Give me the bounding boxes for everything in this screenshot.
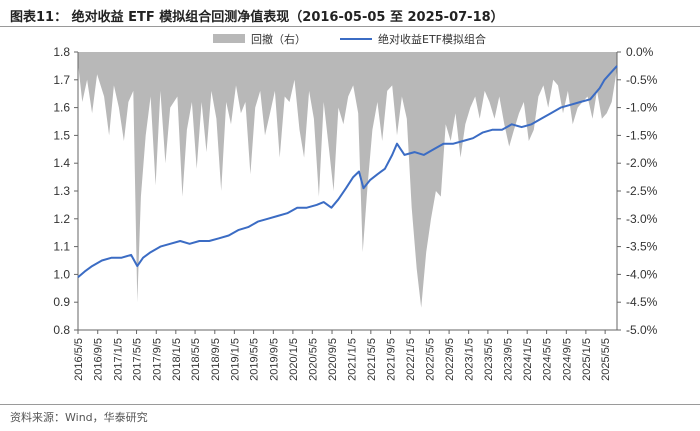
x-tick-label: 2023/5/5 <box>483 338 495 381</box>
left-tick-label: 0.9 <box>53 295 70 309</box>
x-tick-label: 2020/1/5 <box>288 338 300 381</box>
x-tick-label: 2019/5/5 <box>249 338 261 381</box>
left-tick-label: 1.2 <box>53 212 70 226</box>
title-divider <box>0 26 700 27</box>
left-tick-label: 1.3 <box>53 184 70 198</box>
left-tick-label: 1.8 <box>53 45 70 59</box>
x-tick-label: 2021/5/5 <box>366 338 378 381</box>
legend-label-drawdown: 回撤（右） <box>251 32 306 46</box>
right-tick-label: -5.0% <box>626 323 658 337</box>
right-tick-label: -2.5% <box>626 184 658 198</box>
legend-swatch-drawdown <box>213 34 245 43</box>
right-tick-label: 0.0% <box>626 45 654 59</box>
x-tick-label: 2025/1/5 <box>581 338 593 381</box>
x-tick-label: 2025/5/5 <box>600 338 612 381</box>
left-tick-label: 1.0 <box>53 267 70 281</box>
x-tick-label: 2023/1/5 <box>464 338 476 381</box>
nav-line <box>77 65 618 278</box>
x-tick-label: 2022/9/5 <box>444 338 456 381</box>
drawdown-area <box>78 52 617 308</box>
x-tick-label: 2018/9/5 <box>210 338 222 381</box>
x-tick-label: 2022/1/5 <box>405 338 417 381</box>
x-tick-label: 2017/1/5 <box>112 338 124 381</box>
right-tick-label: -0.5% <box>626 73 658 87</box>
nav-line-layer <box>77 65 618 278</box>
left-tick-label: 1.7 <box>53 73 70 87</box>
x-tick-label: 2022/5/5 <box>424 338 436 381</box>
x-tick-label: 2018/1/5 <box>171 338 183 381</box>
x-tick-label: 2019/1/5 <box>229 338 241 381</box>
right-tick-label: -1.5% <box>626 128 658 142</box>
x-tick-label: 2016/5/5 <box>73 338 85 381</box>
legend-label-nav: 绝对收益ETF模拟组合 <box>378 32 486 46</box>
x-tick-label: 2024/9/5 <box>561 338 573 381</box>
right-tick-label: -3.0% <box>626 212 658 226</box>
x-tick-label: 2024/1/5 <box>522 338 534 381</box>
drawdown-area-layer <box>78 52 617 308</box>
right-tick-label: -4.5% <box>626 295 658 309</box>
x-tick-label: 2021/1/5 <box>347 338 359 381</box>
chart-title: 图表11： 绝对收益 ETF 模拟组合回测净值表现（2016-05-05 至 2… <box>10 10 504 25</box>
x-tick-label: 2016/9/5 <box>93 338 105 381</box>
left-tick-label: 1.6 <box>53 101 70 115</box>
x-tick-label: 2018/5/5 <box>190 338 202 381</box>
axes: 0.8 0.9 1.0 1.1 1.2 1.3 1.4 1.5 1.6 1.7 1.8 -5.0% -4… <box>53 45 657 381</box>
x-tick-label: 2021/9/5 <box>386 338 398 381</box>
x-tick-label: 2023/9/5 <box>503 338 515 381</box>
source-note: 资料来源：Wind，华泰研究 <box>10 411 148 424</box>
x-tick-label: 2020/9/5 <box>327 338 339 381</box>
right-tick-label: -1.0% <box>626 101 658 115</box>
left-tick-label: 0.8 <box>53 323 70 337</box>
legend: 回撤（右） 绝对收益ETF模拟组合 <box>213 32 486 46</box>
footer-divider <box>0 404 700 405</box>
x-tick-label: 2024/5/5 <box>542 338 554 381</box>
x-tick-label: 2019/9/5 <box>268 338 280 381</box>
right-tick-label: -4.0% <box>626 267 658 281</box>
x-tick-label: 2020/5/5 <box>307 338 319 381</box>
left-tick-label: 1.1 <box>53 240 70 254</box>
right-tick-label: -2.0% <box>626 156 658 170</box>
left-tick-label: 1.4 <box>53 156 70 170</box>
left-tick-label: 1.5 <box>53 128 70 142</box>
x-tick-label: 2017/5/5 <box>132 338 144 381</box>
x-tick-label: 2017/9/5 <box>151 338 163 381</box>
right-tick-label: -3.5% <box>626 240 658 254</box>
